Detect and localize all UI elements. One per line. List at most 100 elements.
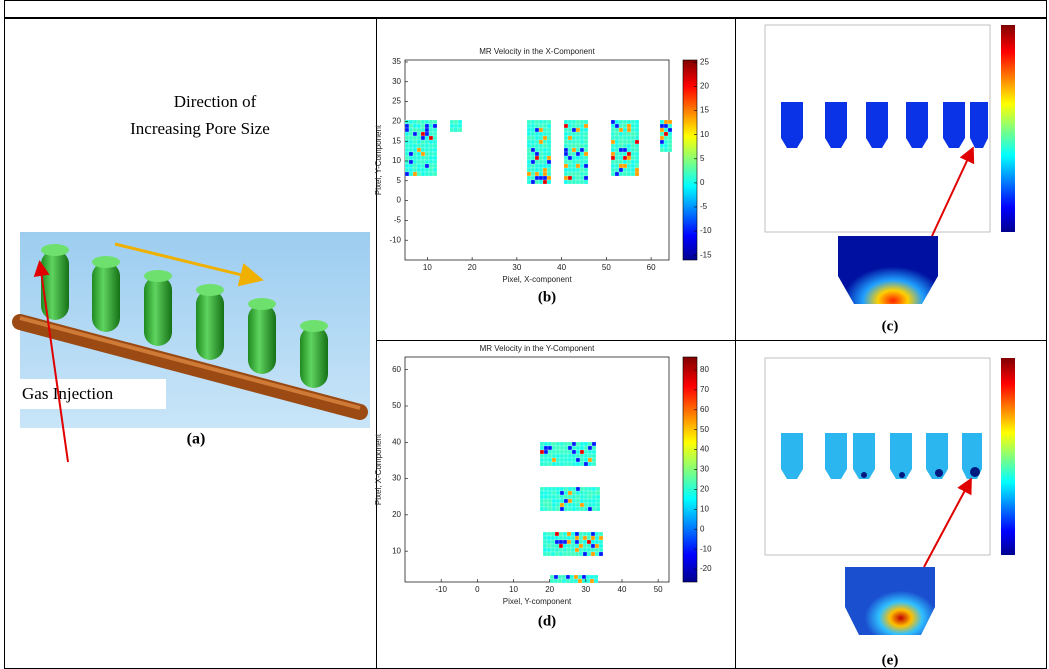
heatmap-cell: [571, 131, 577, 137]
heatmap-cell: [667, 119, 673, 125]
heatmap-cell: [583, 167, 589, 173]
heatmap-cell: [598, 531, 604, 537]
heatmap-cell: [542, 131, 548, 137]
heatmap-cell: [563, 123, 569, 129]
heatmap-cell: [424, 167, 430, 173]
zoom-inset: [845, 567, 935, 635]
heatmap-cell: [539, 445, 545, 451]
heatmap-cell: [598, 547, 604, 553]
heatmap-cell: [591, 441, 597, 447]
heatmap-cell: [555, 453, 561, 459]
heatmap-cell: [610, 127, 616, 133]
heatmap-cell: [546, 119, 552, 125]
heatmap-cell: [587, 490, 593, 496]
heatmap-cell: [583, 506, 589, 512]
heatmap-cell: [428, 167, 434, 173]
heatmap-cell: [622, 123, 628, 129]
heatmap-cell: [614, 151, 620, 157]
heatmap-cell: [614, 139, 620, 145]
heatmap-cell: [594, 535, 600, 541]
heatmap-cell: [626, 167, 632, 173]
heatmap-cell: [579, 461, 585, 467]
heatmap-cell: [630, 123, 636, 129]
heatmap-cell: [583, 119, 589, 125]
heatmap-cell: [595, 498, 601, 504]
heatmap-cell: [559, 461, 565, 467]
heatmap-cell: [538, 143, 544, 149]
heatmap-cell: [587, 502, 593, 508]
heatmap-cell: [591, 449, 597, 455]
heatmap-cell: [622, 135, 628, 141]
heatmap-cell: [571, 151, 577, 157]
heatmap-cell: [614, 171, 620, 177]
heatmap-cell: [567, 123, 573, 129]
heatmap-cell: [558, 531, 564, 537]
heatmap-cell: [583, 171, 589, 177]
heatmap-cell: [571, 486, 577, 492]
heatmap-cell: [591, 506, 597, 512]
heatmap-cell: [610, 171, 616, 177]
heatmap-cell: [542, 539, 548, 545]
heatmap-cell: [558, 539, 564, 545]
colorbar-tick-label: 70: [700, 385, 709, 394]
x-tick-label: 40: [618, 585, 627, 594]
heatmap-cell: [428, 123, 434, 129]
plot-area: [404, 356, 670, 583]
injection-arrow: [33, 260, 69, 463]
heatmap-cell: [663, 123, 669, 129]
heatmap-cell: [543, 457, 549, 463]
heatmap-cell: [416, 151, 422, 157]
heatmap-cell: [530, 147, 536, 153]
heatmap-cell: [432, 119, 438, 125]
heatmap-cell: [587, 498, 593, 504]
heatmap-cell: [408, 135, 414, 141]
colorbar-tick-label: -10: [700, 544, 712, 553]
heatmap-cell: [538, 135, 544, 141]
heatmap-cell: [595, 506, 601, 512]
heatmap-cell: [563, 139, 569, 145]
colorbar-tick-label: 30: [700, 465, 709, 474]
heatmap-cell: [622, 119, 628, 125]
inset-label-box: [20, 379, 166, 409]
heatmap-cell: [630, 119, 636, 125]
heatmap-cell: [424, 151, 430, 157]
heatmap-cell: [579, 167, 585, 173]
heatmap-cell: [534, 131, 540, 137]
heatmap-cell: [626, 131, 632, 137]
heatmap-cell: [543, 486, 549, 492]
heatmap-cell: [543, 441, 549, 447]
heatmap-cell: [630, 147, 636, 153]
heatmap-cell: [622, 151, 628, 157]
heatmap-cell: [630, 163, 636, 169]
heatmap-cell: [526, 171, 532, 177]
heatmap-cell: [618, 159, 624, 165]
heatmap-cell: [563, 445, 569, 451]
heatmap-cell: [583, 441, 589, 447]
panel-label: (b): [538, 289, 556, 305]
colorbar-tick-label: 0: [700, 178, 705, 187]
heatmap-cell: [579, 119, 585, 125]
heatmap-cell: [412, 155, 418, 161]
heatmap-cell: [634, 167, 640, 173]
heatmap-cell: [408, 163, 414, 169]
heatmap-cell: [412, 135, 418, 141]
heatmap-cell: [591, 486, 597, 492]
heatmap-cell: [546, 179, 552, 185]
heatmap-cell: [530, 123, 536, 129]
heatmap-cell: [567, 486, 573, 492]
heatmap-cell: [432, 139, 438, 145]
heatmap-cell: [549, 574, 555, 580]
heatmap-cell: [543, 490, 549, 496]
panel-b: MR Velocity in the X-Component Pixel, X-c…: [374, 47, 712, 305]
heatmap-cell: [567, 506, 573, 512]
heatmap-cell: [581, 574, 587, 580]
heatmap-cell: [547, 502, 553, 508]
heatmap-cell: [583, 151, 589, 157]
x-tick-label: 10: [423, 263, 432, 272]
heatmap-cell: [659, 127, 665, 133]
heatmap-cell: [563, 502, 569, 508]
heatmap-cell: [578, 543, 584, 549]
heatmap-cell: [579, 486, 585, 492]
heatmap-cell: [574, 547, 580, 553]
heatmap-cell: [546, 131, 552, 137]
